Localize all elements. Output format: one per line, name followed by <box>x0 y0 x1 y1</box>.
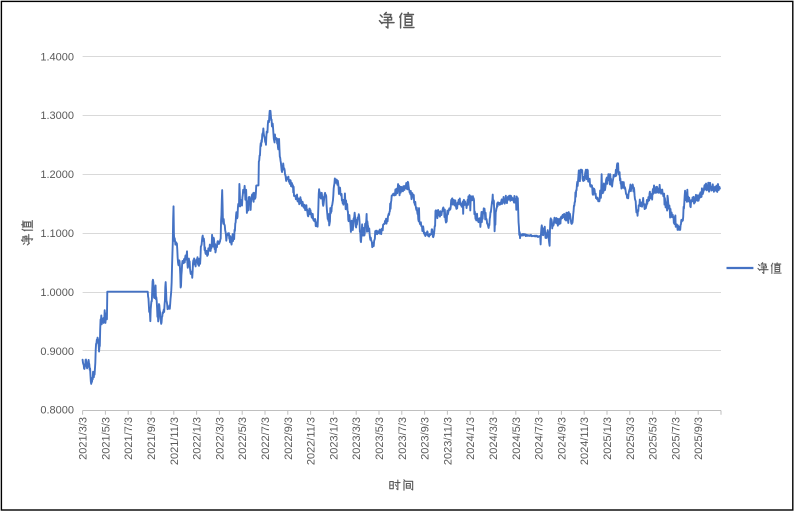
svg-text:2021/5/3: 2021/5/3 <box>100 417 112 460</box>
svg-text:2021/9/3: 2021/9/3 <box>146 417 158 460</box>
svg-text:1.0000: 1.0000 <box>40 287 74 299</box>
svg-text:2023/3/3: 2023/3/3 <box>351 417 363 460</box>
svg-text:2021/7/3: 2021/7/3 <box>123 417 135 460</box>
svg-text:2025/5/3: 2025/5/3 <box>648 417 660 460</box>
svg-text:2024/5/3: 2024/5/3 <box>511 417 523 460</box>
svg-text:2022/3/3: 2022/3/3 <box>214 417 226 460</box>
svg-text:2022/9/3: 2022/9/3 <box>283 417 295 460</box>
svg-text:2025/9/3: 2025/9/3 <box>693 417 705 460</box>
svg-text:1.2000: 1.2000 <box>40 169 74 181</box>
svg-text:2023/5/3: 2023/5/3 <box>374 417 386 460</box>
svg-text:2023/7/3: 2023/7/3 <box>397 417 409 460</box>
svg-text:2022/5/3: 2022/5/3 <box>237 417 249 460</box>
svg-text:2021/3/3: 2021/3/3 <box>78 417 90 460</box>
svg-text:2024/11/3: 2024/11/3 <box>579 417 591 465</box>
svg-text:0.8000: 0.8000 <box>40 405 74 417</box>
svg-text:2023/1/3: 2023/1/3 <box>328 417 340 460</box>
svg-text:2025/7/3: 2025/7/3 <box>670 417 682 460</box>
svg-text:2022/7/3: 2022/7/3 <box>260 417 272 460</box>
svg-text:2025/3/3: 2025/3/3 <box>625 417 637 460</box>
svg-text:2024/1/3: 2024/1/3 <box>465 417 477 460</box>
svg-text:2024/7/3: 2024/7/3 <box>534 417 546 460</box>
svg-text:2022/11/3: 2022/11/3 <box>306 417 318 465</box>
svg-text:2025/1/3: 2025/1/3 <box>602 417 614 460</box>
svg-text:2024/3/3: 2024/3/3 <box>488 417 500 460</box>
svg-text:1.3000: 1.3000 <box>40 110 74 122</box>
svg-text:2024/9/3: 2024/9/3 <box>556 417 568 460</box>
svg-text:2023/11/3: 2023/11/3 <box>442 417 454 465</box>
svg-text:2021/11/3: 2021/11/3 <box>169 417 181 465</box>
svg-text:1.1000: 1.1000 <box>40 228 74 240</box>
svg-text:0.9000: 0.9000 <box>40 346 74 358</box>
svg-text:2023/9/3: 2023/9/3 <box>420 417 432 460</box>
svg-text:1.4000: 1.4000 <box>40 51 74 63</box>
svg-text:2022/1/3: 2022/1/3 <box>192 417 204 460</box>
